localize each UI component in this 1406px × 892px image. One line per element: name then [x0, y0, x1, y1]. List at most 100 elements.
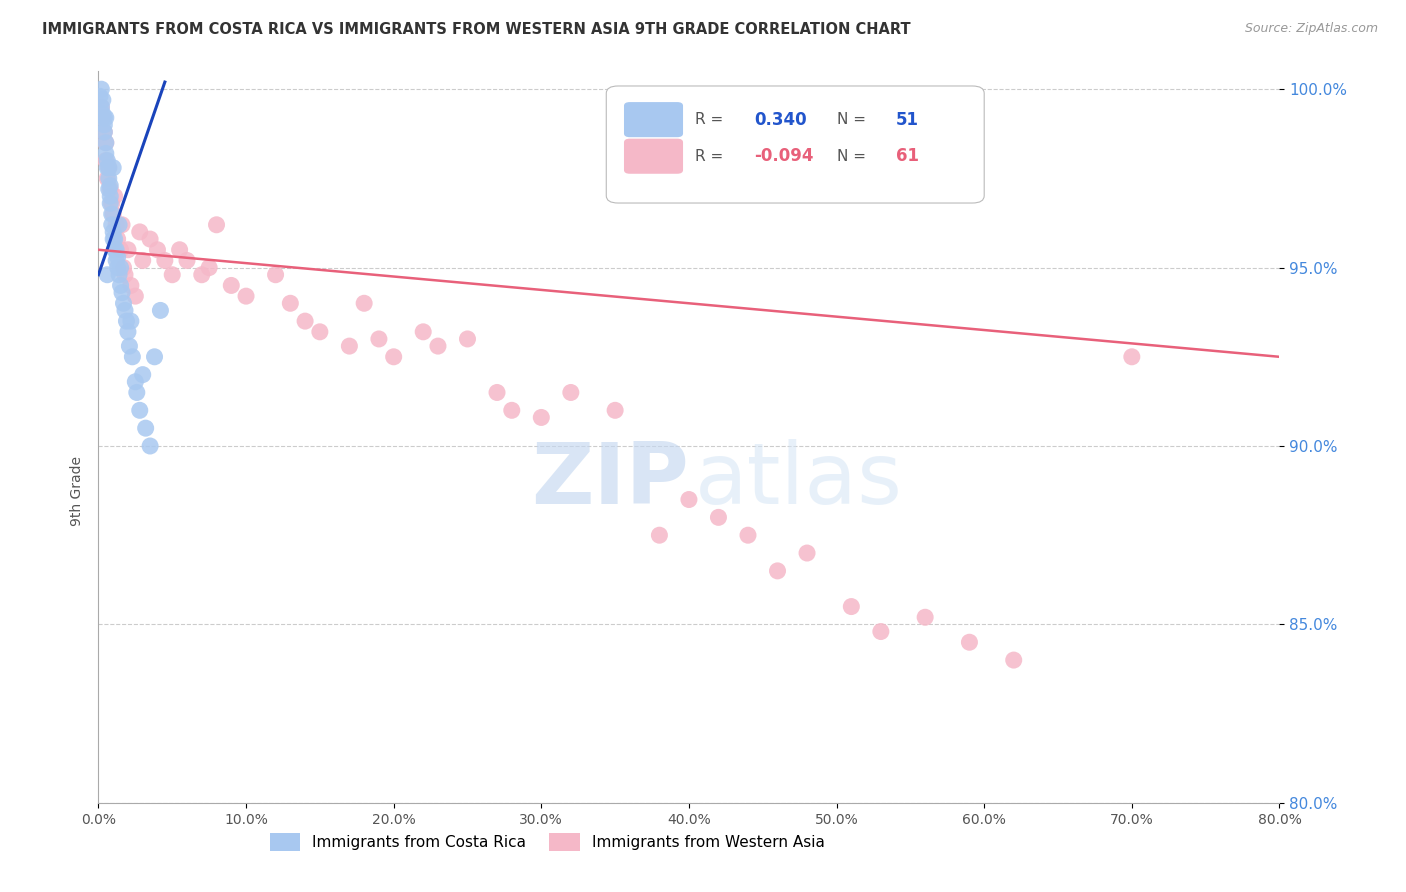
Text: 51: 51: [896, 111, 918, 128]
Point: [143, 350, 166, 364]
Point: [870, 624, 893, 639]
Point: [98, 182, 121, 196]
Point: [98, 196, 121, 211]
Point: [128, 403, 150, 417]
Point: [841, 599, 863, 614]
Point: [105, 253, 128, 268]
Point: [100, 196, 122, 211]
Point: [530, 410, 553, 425]
Point: [94, 111, 117, 125]
Point: [103, 225, 125, 239]
Point: [368, 332, 391, 346]
Text: 9th Grade: 9th Grade: [70, 456, 84, 525]
Point: [98, 189, 121, 203]
Point: [766, 564, 789, 578]
Point: [93, 111, 115, 125]
Point: [103, 161, 125, 175]
Point: [124, 289, 146, 303]
Point: [176, 253, 198, 268]
Point: [648, 528, 671, 542]
Point: [90, 100, 112, 114]
Legend: Immigrants from Costa Rica, Immigrants from Western Asia: Immigrants from Costa Rica, Immigrants f…: [263, 827, 831, 857]
Point: [91, 111, 114, 125]
Point: [97, 161, 120, 175]
Point: [149, 303, 172, 318]
Point: [108, 218, 131, 232]
Point: [125, 385, 148, 400]
Text: atlas: atlas: [695, 440, 903, 523]
Point: [221, 278, 243, 293]
Point: [146, 243, 169, 257]
Point: [103, 207, 125, 221]
Point: [112, 296, 135, 310]
Point: [108, 268, 131, 282]
Point: [457, 332, 479, 346]
Point: [382, 350, 405, 364]
Point: [114, 268, 136, 282]
Point: [96, 161, 118, 175]
Point: [678, 492, 700, 507]
Point: [115, 314, 138, 328]
Point: [89, 89, 111, 103]
Point: [110, 243, 132, 257]
Point: [486, 385, 509, 400]
Point: [198, 260, 221, 275]
Point: [294, 314, 316, 328]
Point: [959, 635, 981, 649]
Text: -0.094: -0.094: [754, 147, 814, 165]
Text: IMMIGRANTS FROM COSTA RICA VS IMMIGRANTS FROM WESTERN ASIA 9TH GRADE CORRELATION: IMMIGRANTS FROM COSTA RICA VS IMMIGRANTS…: [42, 22, 911, 37]
Point: [91, 107, 114, 121]
Point: [235, 289, 257, 303]
Point: [111, 285, 134, 300]
Point: [427, 339, 450, 353]
Point: [117, 325, 139, 339]
Point: [104, 243, 127, 257]
Point: [98, 178, 121, 193]
Point: [914, 610, 936, 624]
Point: [97, 171, 120, 186]
Point: [560, 385, 582, 400]
Point: [132, 253, 155, 268]
Point: [264, 268, 287, 282]
Point: [100, 207, 122, 221]
Point: [1121, 350, 1143, 364]
Point: [120, 278, 142, 293]
Point: [104, 232, 127, 246]
Point: [105, 218, 128, 232]
Point: [94, 153, 117, 168]
Point: [110, 278, 132, 293]
Point: [93, 118, 115, 132]
Text: R =: R =: [695, 149, 733, 164]
Text: 0.340: 0.340: [754, 111, 807, 128]
Point: [100, 218, 122, 232]
Point: [280, 296, 302, 310]
Point: [93, 125, 115, 139]
Point: [104, 189, 127, 203]
Point: [135, 421, 157, 435]
Point: [112, 260, 135, 275]
Point: [153, 253, 176, 268]
Point: [107, 250, 129, 264]
Text: ZIP: ZIP: [531, 440, 689, 523]
FancyBboxPatch shape: [624, 102, 683, 137]
Point: [205, 218, 228, 232]
Point: [1002, 653, 1025, 667]
Text: R =: R =: [695, 112, 733, 128]
Point: [132, 368, 155, 382]
FancyBboxPatch shape: [606, 86, 984, 203]
Point: [103, 232, 125, 246]
Point: [309, 325, 332, 339]
Point: [120, 314, 142, 328]
Point: [339, 339, 361, 353]
Point: [107, 260, 129, 275]
Point: [94, 136, 117, 150]
Point: [139, 232, 162, 246]
Point: [121, 350, 143, 364]
Point: [169, 243, 191, 257]
Text: N =: N =: [837, 112, 876, 128]
Point: [191, 268, 214, 282]
FancyBboxPatch shape: [624, 138, 683, 174]
Point: [128, 225, 150, 239]
Point: [501, 403, 523, 417]
Point: [117, 243, 139, 257]
